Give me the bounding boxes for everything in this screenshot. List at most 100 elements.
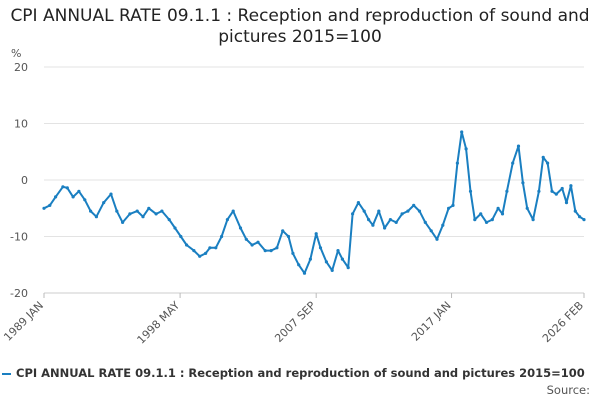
data-point[interactable] xyxy=(554,192,558,196)
data-point[interactable] xyxy=(473,218,477,222)
data-point[interactable] xyxy=(135,209,139,213)
data-point[interactable] xyxy=(256,240,260,244)
data-point[interactable] xyxy=(367,218,371,222)
data-point[interactable] xyxy=(484,220,489,224)
data-point[interactable] xyxy=(383,226,387,230)
data-point[interactable] xyxy=(314,232,318,236)
data-point[interactable] xyxy=(121,220,125,224)
data-point[interactable] xyxy=(441,223,445,227)
data-point[interactable] xyxy=(582,218,586,222)
data-point[interactable] xyxy=(291,251,295,255)
data-point[interactable] xyxy=(275,246,279,250)
data-point[interactable] xyxy=(324,260,328,264)
data-point[interactable] xyxy=(455,161,459,165)
data-point[interactable] xyxy=(511,161,515,165)
data-point[interactable] xyxy=(521,181,525,185)
data-point[interactable] xyxy=(318,246,323,250)
data-point[interactable] xyxy=(61,185,65,189)
data-point[interactable] xyxy=(531,218,535,222)
data-point[interactable] xyxy=(560,186,564,191)
data-point[interactable] xyxy=(244,237,248,241)
data-point[interactable] xyxy=(573,209,577,213)
data-point[interactable] xyxy=(42,206,46,210)
data-point[interactable] xyxy=(525,206,529,210)
data-point[interactable] xyxy=(154,212,158,216)
data-point[interactable] xyxy=(388,218,392,222)
data-point[interactable] xyxy=(160,209,164,213)
data-point[interactable] xyxy=(564,201,569,205)
data-point[interactable] xyxy=(541,155,545,159)
data-point[interactable] xyxy=(377,209,381,213)
data-point[interactable] xyxy=(115,209,119,213)
data-point[interactable] xyxy=(281,229,285,233)
data-point[interactable] xyxy=(77,189,81,193)
data-point[interactable] xyxy=(94,215,98,219)
data-point[interactable] xyxy=(225,218,229,222)
data-point[interactable] xyxy=(185,243,189,247)
data-point[interactable] xyxy=(394,220,398,224)
data-point[interactable] xyxy=(479,212,483,216)
data-point[interactable] xyxy=(351,212,355,216)
data-point[interactable] xyxy=(231,209,235,213)
data-point[interactable] xyxy=(89,209,93,213)
data-point[interactable] xyxy=(371,223,375,227)
data-point[interactable] xyxy=(578,215,582,219)
data-point[interactable] xyxy=(102,201,106,205)
data-point[interactable] xyxy=(435,237,439,241)
data-point[interactable] xyxy=(496,206,500,210)
data-point[interactable] xyxy=(297,263,301,267)
data-point[interactable] xyxy=(336,249,340,253)
data-point[interactable] xyxy=(308,257,312,261)
data-point[interactable] xyxy=(65,186,69,190)
data-point[interactable] xyxy=(346,266,350,270)
data-point[interactable] xyxy=(429,229,433,233)
data-point[interactable] xyxy=(147,206,151,210)
data-point[interactable] xyxy=(214,246,218,250)
data-point[interactable] xyxy=(54,195,58,199)
data-point[interactable] xyxy=(167,218,171,222)
data-point[interactable] xyxy=(569,184,573,188)
data-point[interactable] xyxy=(179,234,183,239)
data-point[interactable] xyxy=(173,226,177,230)
legend[interactable]: CPI ANNUAL RATE 09.1.1 : Reception and r… xyxy=(0,366,600,382)
data-point[interactable] xyxy=(238,226,243,230)
data-point[interactable] xyxy=(447,206,451,210)
data-point[interactable] xyxy=(269,249,273,253)
data-point[interactable] xyxy=(141,215,145,219)
data-point[interactable] xyxy=(71,195,75,199)
data-point[interactable] xyxy=(109,192,113,196)
data-point[interactable] xyxy=(356,201,360,205)
data-point[interactable] xyxy=(500,212,505,216)
data-point[interactable] xyxy=(83,198,87,202)
data-point[interactable] xyxy=(250,243,254,247)
data-point[interactable] xyxy=(417,209,422,213)
data-point[interactable] xyxy=(340,257,344,261)
data-point[interactable] xyxy=(263,249,267,253)
data-point[interactable] xyxy=(490,218,494,222)
data-point[interactable] xyxy=(516,144,521,148)
data-point[interactable] xyxy=(400,212,404,216)
data-point[interactable] xyxy=(48,203,52,207)
data-point[interactable] xyxy=(220,234,224,239)
data-point[interactable] xyxy=(362,209,366,213)
data-point[interactable] xyxy=(286,234,291,239)
data-point[interactable] xyxy=(412,203,416,207)
data-point[interactable] xyxy=(451,203,455,207)
data-point[interactable] xyxy=(198,254,202,258)
series-line[interactable] xyxy=(43,131,585,275)
data-point[interactable] xyxy=(406,209,410,213)
data-point[interactable] xyxy=(128,212,132,216)
data-point[interactable] xyxy=(208,246,212,250)
data-point[interactable] xyxy=(550,189,554,193)
data-point[interactable] xyxy=(302,271,307,275)
data-point[interactable] xyxy=(423,220,427,224)
data-point[interactable] xyxy=(468,189,473,193)
data-point[interactable] xyxy=(460,130,464,134)
data-point[interactable] xyxy=(546,161,550,165)
data-point[interactable] xyxy=(537,189,541,193)
data-point[interactable] xyxy=(330,268,334,272)
data-point[interactable] xyxy=(505,189,509,193)
data-point[interactable] xyxy=(204,251,208,255)
data-point[interactable] xyxy=(192,249,196,253)
data-point[interactable] xyxy=(464,147,468,151)
